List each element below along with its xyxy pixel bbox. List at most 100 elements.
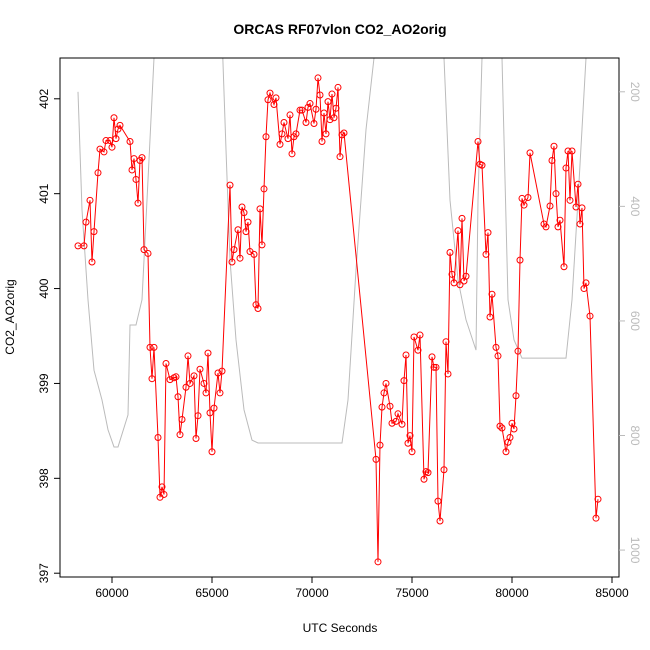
data-point xyxy=(318,137,326,145)
data-point xyxy=(154,434,162,442)
data-point xyxy=(262,133,270,141)
data-point xyxy=(478,161,486,169)
data-line xyxy=(78,77,599,562)
data-point xyxy=(458,214,466,222)
data-point xyxy=(206,409,214,417)
data-point xyxy=(218,367,226,375)
data-point xyxy=(288,150,296,158)
data-point xyxy=(228,258,236,266)
data-point xyxy=(554,223,562,231)
data-point xyxy=(328,90,336,98)
data-point xyxy=(380,389,388,397)
data-point xyxy=(428,353,436,361)
data-point xyxy=(100,148,108,156)
data-point xyxy=(160,490,168,498)
data-point xyxy=(386,402,394,410)
data-point xyxy=(204,349,212,357)
y2-tick-label: 400 xyxy=(628,196,642,216)
data-point xyxy=(292,130,300,138)
data-point xyxy=(186,379,194,387)
data-point xyxy=(552,190,560,198)
data-point xyxy=(216,389,224,397)
data-point xyxy=(442,338,450,346)
data-point xyxy=(402,351,410,359)
data-point xyxy=(162,360,170,368)
data-point xyxy=(316,91,324,99)
data-point xyxy=(146,343,154,351)
data-point xyxy=(462,272,470,280)
data-point xyxy=(150,343,158,351)
data-point xyxy=(214,369,222,377)
data-point xyxy=(306,100,314,108)
data-point xyxy=(474,137,482,145)
data-point xyxy=(430,363,438,371)
data-point xyxy=(116,121,124,129)
data-point xyxy=(208,448,216,456)
data-point xyxy=(260,185,268,193)
data-point xyxy=(498,424,506,432)
data-point xyxy=(148,375,156,383)
data-point xyxy=(276,140,284,148)
data-point xyxy=(286,111,294,119)
data-point xyxy=(194,412,202,420)
data-point xyxy=(582,279,590,287)
data-point xyxy=(158,483,166,491)
data-point xyxy=(546,202,554,210)
data-point xyxy=(550,142,558,150)
data-point xyxy=(414,346,422,354)
data-point xyxy=(398,420,406,428)
data-point xyxy=(548,156,556,164)
data-point xyxy=(410,333,418,341)
data-point xyxy=(234,226,242,234)
data-point xyxy=(388,419,396,427)
data-point xyxy=(454,227,462,235)
y-tick-label: 400 xyxy=(37,278,51,298)
y2-tick-label: 600 xyxy=(628,311,642,331)
x-tick-label: 75000 xyxy=(395,586,429,600)
data-point xyxy=(424,469,432,477)
data-point xyxy=(166,376,174,384)
data-point xyxy=(374,558,382,566)
data-point xyxy=(256,205,264,213)
data-point xyxy=(200,379,208,387)
data-point xyxy=(320,109,328,117)
data-point xyxy=(184,352,192,360)
data-point xyxy=(258,241,266,249)
data-point xyxy=(406,432,414,440)
plot-area xyxy=(74,58,602,566)
data-point xyxy=(450,279,458,287)
data-point xyxy=(304,103,312,111)
data-point xyxy=(90,228,98,236)
data-point xyxy=(272,94,280,102)
y2-tick-label: 200 xyxy=(628,82,642,102)
data-point xyxy=(514,347,522,355)
data-point xyxy=(456,281,464,289)
data-point xyxy=(520,201,528,209)
y2-tick-label: 800 xyxy=(628,425,642,445)
data-point xyxy=(284,135,292,143)
data-point xyxy=(556,216,564,224)
data-point xyxy=(482,250,490,258)
data-point xyxy=(296,106,304,114)
data-point xyxy=(314,74,322,82)
x-tick-label: 80000 xyxy=(495,586,529,600)
data-point xyxy=(446,249,454,257)
data-point xyxy=(252,301,260,309)
data-point xyxy=(210,404,218,412)
data-point xyxy=(376,441,384,449)
data-point xyxy=(244,218,252,226)
data-point xyxy=(108,143,116,151)
data-point xyxy=(574,180,582,188)
y-tick-label: 399 xyxy=(37,373,51,393)
data-point xyxy=(266,89,274,97)
data-point xyxy=(434,497,442,505)
data-point xyxy=(378,403,386,411)
data-point xyxy=(512,392,520,400)
data-point xyxy=(250,250,258,258)
data-point xyxy=(230,246,238,254)
data-point xyxy=(134,199,142,207)
data-point xyxy=(80,242,88,250)
